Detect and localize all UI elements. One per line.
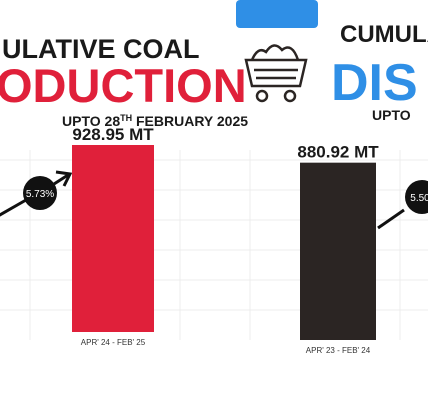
chart-title: ULATIVE COAL [2, 34, 200, 64]
subtitle-part: UPTO [372, 107, 411, 123]
growth-arrow [0, 170, 405, 230]
chart-title: CUMULATI [340, 21, 428, 48]
background-grid [0, 150, 428, 340]
subtitle-part: TH [120, 113, 132, 123]
growth-label: 5.50 [410, 193, 428, 204]
chart-title-highlight: DIS [331, 54, 418, 112]
growth-badge [405, 180, 428, 214]
mine-cart-icon [244, 44, 308, 103]
bar [300, 162, 376, 340]
bar [72, 145, 154, 332]
growth-badge [23, 176, 57, 210]
value-label: 928.95 MT [72, 125, 154, 144]
growth-label: 5.73% [26, 189, 54, 200]
category-label: APR' 23 - FEB' 24 [306, 346, 371, 355]
subtitle: UPTO 28TH FEBRUARY 2025 [62, 113, 248, 129]
subtitle-part: UPTO 28 [62, 113, 120, 129]
header-tab [236, 0, 318, 28]
category-label: APR' 24 - FEB' 25 [81, 338, 146, 347]
value-label: 880.92 MT [297, 143, 379, 162]
chart-title-highlight: ODUCTION [0, 59, 247, 112]
subtitle: UPTO [372, 107, 411, 123]
subtitle-part: FEBRUARY 2025 [132, 113, 248, 129]
